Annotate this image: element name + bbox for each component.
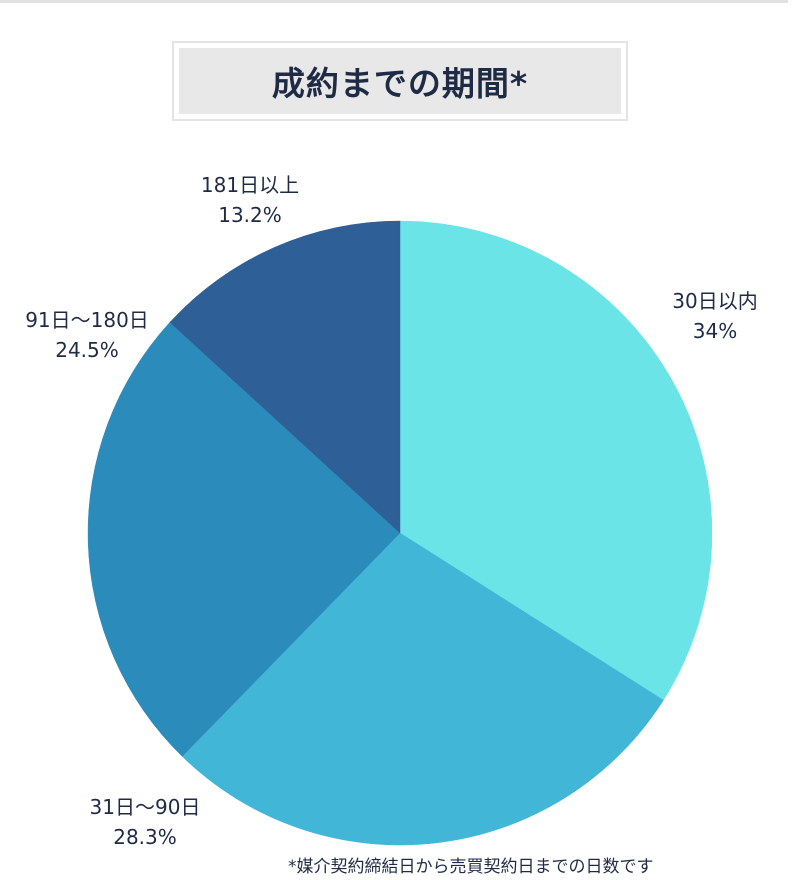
chart-title-background: 成約までの期間* [179,48,621,114]
chart-footnote: *媒介契約締結日から売買契約日までの日数です [288,857,654,877]
slice-value-31-90-days: 28.3% [113,825,177,849]
slice-category-181-plus-days: 181日以上 [200,173,300,197]
slice-label-91-180-days: 91日〜180日 24.5% [2,305,172,365]
pie-slice-31-90-days [181,532,664,846]
slice-value-30-days: 34% [692,319,738,343]
chart-title-box: 成約までの期間* [172,41,628,121]
pie-slice-181-plus-days [169,220,401,534]
slice-label-30-days: 30日以内 34% [645,286,785,346]
slice-category-31-90-days: 31日〜90日 [89,795,201,819]
slice-value-181-plus-days: 13.2% [218,203,282,227]
pie-slice-30-days [399,220,713,701]
pie-slice-91-180-days [87,321,401,757]
chart-title: 成約までの期間* [271,64,529,103]
slice-category-91-180-days: 91日〜180日 [25,308,149,332]
slice-label-31-90-days: 31日〜90日 28.3% [65,792,225,852]
top-divider [0,0,788,3]
slice-value-91-180-days: 24.5% [55,338,119,362]
slice-category-30-days: 30日以内 [672,289,758,313]
slice-label-181-plus-days: 181日以上 13.2% [175,170,325,230]
